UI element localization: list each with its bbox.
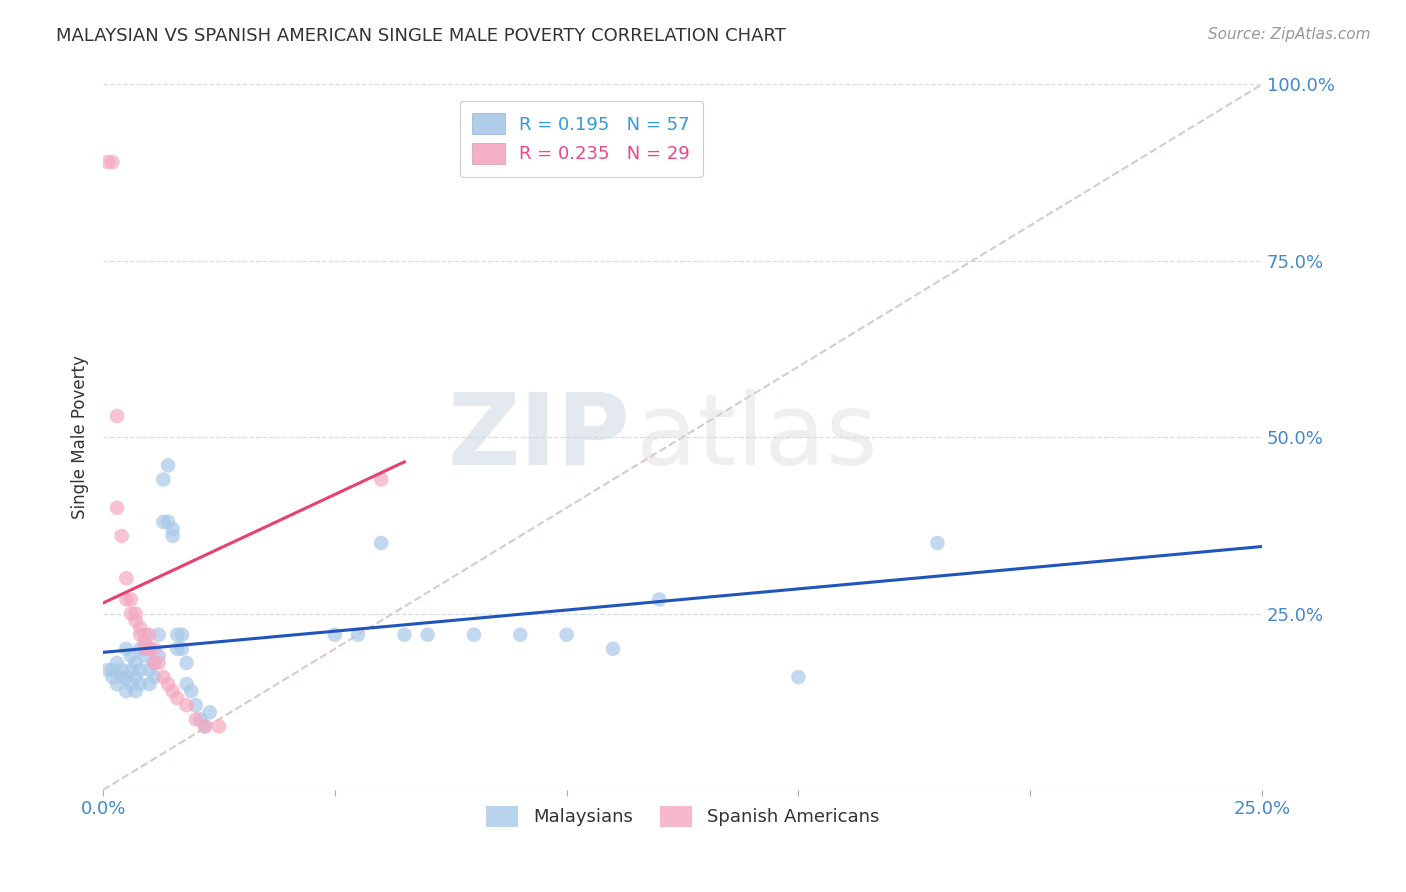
Point <box>416 628 439 642</box>
Point <box>105 656 128 670</box>
Point <box>648 592 671 607</box>
Point <box>120 592 142 607</box>
Point <box>138 677 160 691</box>
Point <box>157 677 180 691</box>
Point <box>138 663 160 677</box>
Point <box>101 670 124 684</box>
Point <box>138 641 160 656</box>
Point <box>138 628 160 642</box>
Point <box>170 628 193 642</box>
Point <box>148 648 170 663</box>
Point <box>166 641 188 656</box>
Point <box>162 522 184 536</box>
Point <box>111 663 134 677</box>
Text: Source: ZipAtlas.com: Source: ZipAtlas.com <box>1208 27 1371 42</box>
Point <box>105 677 128 691</box>
Point <box>190 712 212 726</box>
Point <box>143 656 166 670</box>
Text: atlas: atlas <box>636 389 877 485</box>
Point <box>124 607 146 621</box>
Point <box>143 656 166 670</box>
Point <box>162 684 184 698</box>
Point <box>176 677 198 691</box>
Point <box>602 641 624 656</box>
Point <box>152 515 174 529</box>
Point <box>157 458 180 473</box>
Point <box>129 641 152 656</box>
Point <box>194 719 217 733</box>
Point <box>97 663 120 677</box>
Text: ZIP: ZIP <box>447 389 630 485</box>
Point <box>124 656 146 670</box>
Point <box>124 614 146 628</box>
Point <box>170 641 193 656</box>
Point <box>101 155 124 169</box>
Point <box>555 628 578 642</box>
Point <box>176 698 198 713</box>
Point <box>138 641 160 656</box>
Point <box>184 712 207 726</box>
Point <box>176 656 198 670</box>
Point <box>148 656 170 670</box>
Point <box>194 719 217 733</box>
Point <box>129 663 152 677</box>
Point <box>198 706 221 720</box>
Point <box>166 628 188 642</box>
Point <box>129 621 152 635</box>
Point <box>115 641 138 656</box>
Point <box>120 663 142 677</box>
Point <box>143 670 166 684</box>
Point <box>323 628 346 642</box>
Point <box>208 719 231 733</box>
Point <box>115 684 138 698</box>
Point <box>115 670 138 684</box>
Point <box>134 648 156 663</box>
Point <box>143 641 166 656</box>
Point <box>148 628 170 642</box>
Point <box>134 628 156 642</box>
Y-axis label: Single Male Poverty: Single Male Poverty <box>72 355 89 519</box>
Point <box>115 571 138 585</box>
Point <box>180 684 202 698</box>
Point <box>347 628 370 642</box>
Point <box>111 670 134 684</box>
Point <box>134 634 156 648</box>
Point <box>152 473 174 487</box>
Text: MALAYSIAN VS SPANISH AMERICAN SINGLE MALE POVERTY CORRELATION CHART: MALAYSIAN VS SPANISH AMERICAN SINGLE MAL… <box>56 27 786 45</box>
Point <box>120 607 142 621</box>
Point <box>115 592 138 607</box>
Point <box>394 628 416 642</box>
Point <box>111 529 134 543</box>
Point <box>105 409 128 423</box>
Point <box>105 500 128 515</box>
Point <box>134 641 156 656</box>
Point <box>787 670 810 684</box>
Point <box>124 670 146 684</box>
Point <box>129 677 152 691</box>
Point <box>120 677 142 691</box>
Point <box>184 698 207 713</box>
Point <box>166 691 188 706</box>
Point <box>370 536 392 550</box>
Point <box>120 648 142 663</box>
Point <box>129 628 152 642</box>
Point <box>157 515 180 529</box>
Point <box>927 536 949 550</box>
Point <box>162 529 184 543</box>
Point <box>97 155 120 169</box>
Point <box>101 663 124 677</box>
Point <box>463 628 485 642</box>
Point <box>124 684 146 698</box>
Legend: Malaysians, Spanish Americans: Malaysians, Spanish Americans <box>478 798 886 834</box>
Point <box>370 473 392 487</box>
Point <box>509 628 531 642</box>
Point <box>152 670 174 684</box>
